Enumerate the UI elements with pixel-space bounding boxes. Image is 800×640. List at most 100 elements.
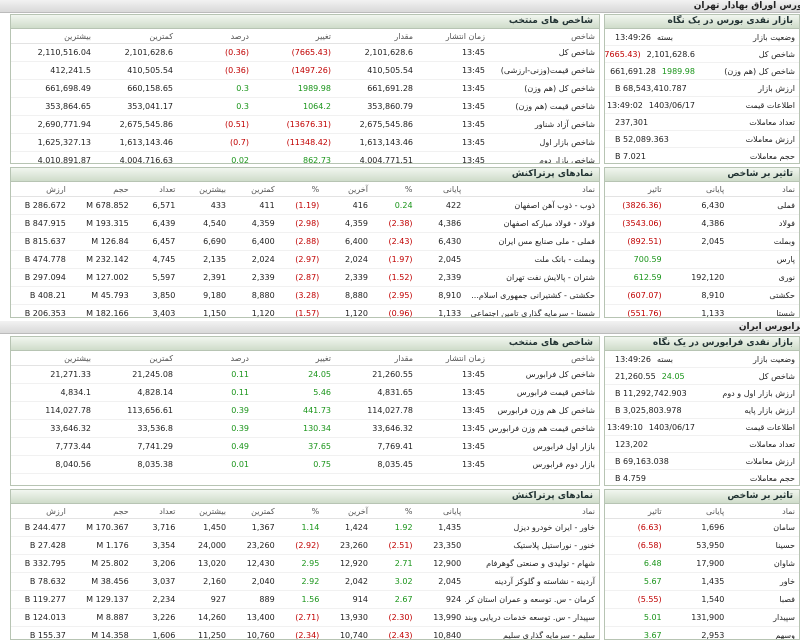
cell: 3,206 bbox=[132, 554, 180, 573]
panel-title: نمادهای پرتراکنش bbox=[511, 169, 593, 179]
data-row: خاور 1,435 5.67 bbox=[605, 572, 799, 591]
cell: 23,350 bbox=[416, 536, 466, 555]
cell: 441.73 bbox=[253, 401, 335, 420]
cell: 0.39 bbox=[177, 401, 253, 420]
cell: 8,910 bbox=[416, 286, 466, 305]
panel: تاثیر بر شاخص نماد پایانی تاثیر فملی 6,430 (38… bbox=[604, 167, 800, 318]
cell: 0.11 bbox=[177, 365, 253, 384]
cell: 0.01 bbox=[177, 455, 253, 474]
summary-number: 661,691.28 bbox=[610, 66, 656, 76]
cell: 2,234 bbox=[132, 590, 180, 609]
section-banner: فرابورس ایران bbox=[0, 321, 800, 334]
summary-number: 2,101,628.6 bbox=[646, 49, 695, 59]
data-row: سلیم - سرمایه گذاری سلیم 10,840 (2.43) 10,7… bbox=[11, 626, 599, 639]
banner-title: بورس اوراق بهادار تهران bbox=[693, 1, 800, 11]
summary-row: شاخص کل 21,260.55 24.05 bbox=[605, 367, 799, 385]
summary-row: شاخص کل (هم وزن) 661,691.28 1989.98 bbox=[605, 62, 799, 80]
cell: 2,953 bbox=[665, 626, 729, 639]
cell: (2.43) bbox=[371, 232, 417, 251]
summary-label: اطلاعات قیمت bbox=[699, 96, 799, 114]
cell: 23,260 bbox=[230, 536, 279, 555]
panel-header: شاخص های منتخب bbox=[11, 15, 599, 29]
cell: (0.36) bbox=[177, 43, 253, 62]
cell: 297.094 B bbox=[11, 268, 70, 287]
cell: 131,900 bbox=[665, 608, 729, 627]
section-banner: بورس اوراق بهادار تهران bbox=[0, 0, 800, 13]
cell: 13:45 bbox=[417, 151, 489, 163]
panel: تاثیر بر شاخص نماد پایانی تاثیر سامان 1,696 (6… bbox=[604, 489, 800, 640]
panel-header: تاثیر بر شاخص bbox=[605, 168, 799, 182]
cell: (551.76) bbox=[605, 304, 666, 317]
cell: 5.67 bbox=[605, 572, 666, 591]
data-row: فملی - ملی صنایع مس ایران 6,430 (2.43) 6,40… bbox=[11, 232, 599, 251]
cell: 3,850 bbox=[132, 286, 180, 305]
column-header: نماد bbox=[465, 504, 599, 519]
column-header: آخرین bbox=[323, 182, 372, 197]
cell: 2,135 bbox=[179, 250, 231, 269]
cell: بازار دوم فرابورس bbox=[489, 455, 599, 474]
summary-number: 13:49:02 bbox=[606, 100, 643, 110]
data-row: خاور - ایران خودرو دیزل 1,435 1.92 1,424 1.1… bbox=[11, 518, 599, 537]
cell: 862.73 bbox=[253, 151, 335, 163]
cell: 0.49 bbox=[177, 437, 253, 456]
header-row: شاخص زمان انتشار مقدار تغییر درصد کمترین بیشتر… bbox=[11, 351, 599, 366]
cell: (5.55) bbox=[605, 590, 666, 609]
cell: 2,040 bbox=[230, 572, 279, 591]
summary-table: وضعیت بازار بسته13:49:26 شاخص کل 2,101,628.… bbox=[605, 29, 799, 163]
panel-title: تاثیر بر شاخص bbox=[727, 491, 793, 501]
cell: شستا - سرمایه گذاری تامین اجتماعی bbox=[465, 304, 599, 317]
cell: (0.51) bbox=[177, 115, 253, 134]
cell: 1.176 M bbox=[69, 536, 133, 555]
cell: 10,740 bbox=[323, 626, 372, 639]
panel-title: شاخص های منتخب bbox=[508, 16, 593, 26]
summary-row: تعداد معاملات 123,202 bbox=[605, 435, 799, 453]
summary-row: حجم معاملات 4.759 B bbox=[605, 469, 799, 485]
summary-value: 123,202 bbox=[605, 435, 699, 453]
cell: 1064.2 bbox=[253, 97, 335, 116]
panel-header: بازار نقدی فرابورس در یک نگاه bbox=[605, 337, 799, 351]
cell: 10,760 bbox=[230, 626, 279, 639]
cell: 12,900 bbox=[416, 554, 466, 573]
cell: (11348.42) bbox=[253, 133, 335, 152]
cell: 2,024 bbox=[230, 250, 279, 269]
panel-header: شاخص های منتخب bbox=[11, 337, 599, 351]
summary-label: وضعیت بازار bbox=[699, 351, 799, 368]
summary-number: 3,025,803.978 B bbox=[615, 405, 682, 415]
cell: 1,450 bbox=[179, 518, 231, 537]
panel: بازار نقدی فرابورس در یک نگاه وضعیت بازار… bbox=[604, 336, 800, 486]
cell: (0.7) bbox=[177, 133, 253, 152]
column-header: % bbox=[371, 504, 417, 519]
cell: 6,571 bbox=[132, 196, 180, 215]
data-row: بازار اول فرابورس 13:45 7,769.41 37.65 0.49 7… bbox=[11, 437, 599, 456]
cell: 3,716 bbox=[132, 518, 180, 537]
cell: 700.59 bbox=[605, 250, 666, 269]
summary-number: (7665.43) bbox=[605, 49, 641, 59]
cell: 3,226 bbox=[132, 608, 180, 627]
cell: 1,540 bbox=[665, 590, 729, 609]
summary-value: بسته 13:49:26 bbox=[605, 29, 699, 46]
cell: 37.65 bbox=[253, 437, 335, 456]
summary-value: 4.759 B bbox=[605, 469, 699, 485]
cell: خنور - نوراستیل پلاستیک bbox=[465, 536, 599, 555]
cell: 24,000 bbox=[179, 536, 231, 555]
cell: 6,430 bbox=[416, 232, 466, 251]
cell: 2,110,516.04 bbox=[11, 43, 95, 62]
cell: 678.852 M bbox=[69, 196, 133, 215]
cell: 45.793 M bbox=[69, 286, 133, 305]
panel-title: تاثیر بر شاخص bbox=[727, 169, 793, 179]
cell: شاخص قیمت فرابورس bbox=[489, 383, 599, 402]
column-header: پایانی bbox=[665, 504, 729, 519]
summary-number: 1989.98 bbox=[661, 66, 695, 76]
cell: 474.778 B bbox=[11, 250, 70, 269]
cell: 114,027.78 bbox=[11, 401, 95, 420]
cell: حکشتی bbox=[728, 286, 799, 305]
cell: 1,120 bbox=[323, 304, 372, 317]
data-row: شاخص کل هم وزن فرابورس 13:45 114,027.78 441… bbox=[11, 401, 599, 420]
cell: وبملت - بانک ملت bbox=[465, 250, 599, 269]
cell: آردینه - نشاسته و گلوکز آردینه bbox=[465, 572, 599, 591]
column-header: زمان انتشار bbox=[417, 29, 489, 44]
cell: 4,834.1 bbox=[11, 383, 95, 402]
summary-row: ارزش بازار پایه 3,025,803.978 B bbox=[605, 401, 799, 419]
column-header: نماد bbox=[728, 182, 799, 197]
cell: 4,745 bbox=[132, 250, 180, 269]
